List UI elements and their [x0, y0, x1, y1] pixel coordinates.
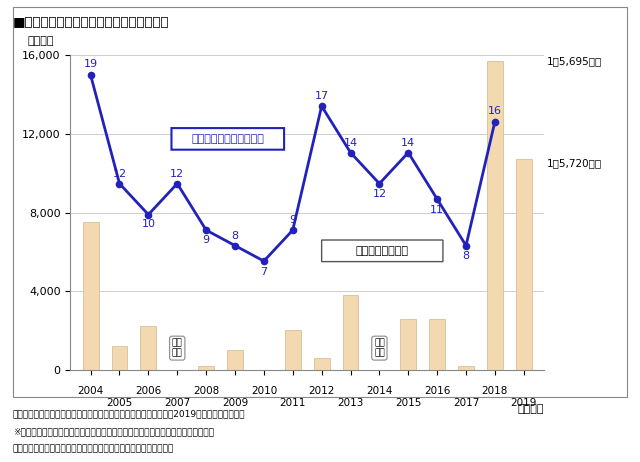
Text: 8: 8: [463, 251, 470, 261]
Bar: [429, 319, 445, 370]
Text: 12: 12: [113, 169, 127, 179]
Bar: [198, 366, 214, 370]
Bar: [458, 366, 474, 370]
Text: 調査
なし: 調査 なし: [374, 339, 385, 358]
Bar: [227, 350, 243, 370]
Bar: [516, 159, 532, 370]
Text: 14: 14: [401, 138, 415, 148]
Text: 10: 10: [141, 219, 156, 230]
Bar: [314, 358, 330, 370]
Bar: [487, 61, 503, 370]
Text: 11: 11: [430, 205, 444, 214]
Text: 7: 7: [260, 267, 268, 277]
Bar: [342, 295, 358, 370]
Text: 1兆5,695億円: 1兆5,695億円: [547, 56, 602, 67]
Text: 9: 9: [203, 235, 210, 245]
Text: 8: 8: [232, 231, 239, 241]
Text: （年度）: （年度）: [518, 404, 544, 414]
Text: 19: 19: [84, 59, 98, 69]
Bar: [83, 222, 99, 370]
Text: 調査
なし: 調査 なし: [172, 339, 182, 358]
Text: 12: 12: [170, 169, 184, 179]
Text: 16: 16: [488, 106, 502, 116]
Bar: [111, 346, 127, 370]
Text: ※棒グラフは、主な風水害等による支払保険金の年度別合計額（損保協会調べ）。: ※棒グラフは、主な風水害等による支払保険金の年度別合計額（損保協会調べ）。: [13, 427, 214, 436]
Bar: [285, 330, 301, 370]
Text: 1兆5,720億円: 1兆5,720億円: [547, 158, 602, 169]
Text: 14: 14: [344, 138, 358, 148]
Text: 折れ線グラフは、日本に接近した台風の数（気象庁発表より）。: 折れ線グラフは、日本に接近した台風の数（気象庁発表より）。: [13, 444, 174, 453]
Text: 日本に接近した台風の数: 日本に接近した台風の数: [191, 134, 264, 144]
FancyBboxPatch shape: [322, 240, 443, 261]
Text: （億円）: （億円）: [28, 36, 54, 46]
Text: 12: 12: [372, 189, 387, 199]
Bar: [401, 319, 416, 370]
Text: 9: 9: [289, 215, 296, 225]
Text: 17: 17: [315, 91, 329, 101]
Text: 支払保険金合計額: 支払保険金合計額: [356, 246, 409, 256]
Bar: [140, 326, 156, 370]
Text: ■主な風水災等による年度別保険金支払額: ■主な風水災等による年度別保険金支払額: [13, 16, 170, 29]
Text: 出典：一般社団法人日本損害保険協会「日本の損保ファクトブック2019」より加筆弾社作成: 出典：一般社団法人日本損害保険協会「日本の損保ファクトブック2019」より加筆弾…: [13, 409, 245, 418]
FancyBboxPatch shape: [172, 128, 284, 150]
